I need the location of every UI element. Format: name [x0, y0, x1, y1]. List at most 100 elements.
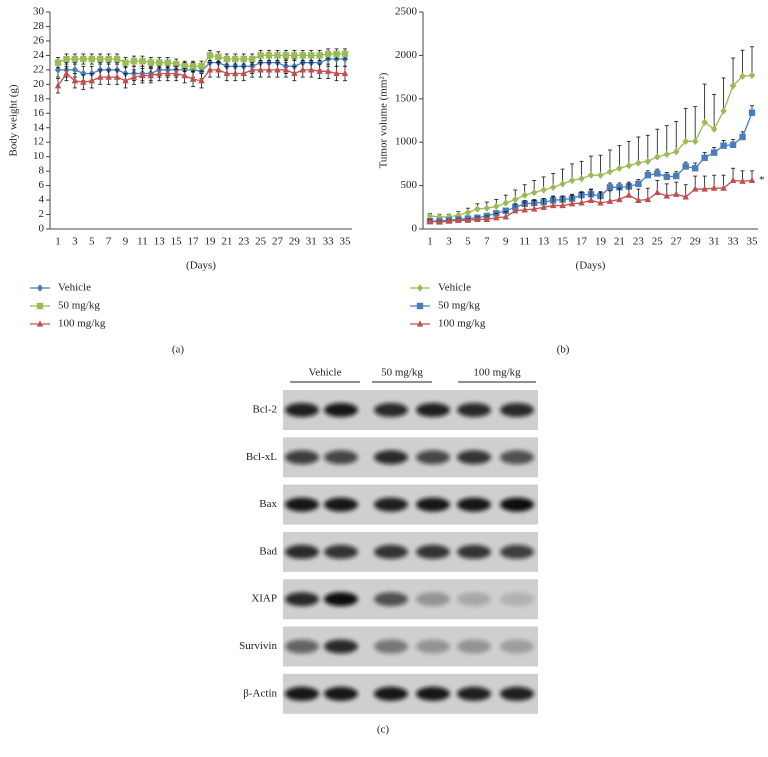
x-axis-label: (Days) [576, 260, 606, 272]
marker [587, 196, 595, 203]
error-bar [750, 46, 754, 76]
row-label: Bcl-xL [246, 451, 277, 463]
band [374, 450, 408, 465]
y-tick-label: 24 [33, 49, 45, 61]
marker [512, 206, 519, 214]
y-tick-label: 8 [39, 165, 45, 177]
marker [644, 195, 652, 203]
marker [673, 148, 680, 156]
band [500, 497, 534, 512]
y-tick-label: 2500 [395, 6, 418, 18]
marker [341, 69, 349, 77]
marker [654, 188, 661, 196]
band [285, 639, 319, 654]
blot-strip [283, 531, 538, 572]
error-bar [693, 106, 698, 142]
x-tick-label: 29 [690, 236, 702, 248]
marker [464, 208, 472, 217]
y-tick-label: 16 [33, 107, 45, 119]
marker [606, 168, 614, 176]
marker [502, 213, 509, 220]
x-tick-label: 31 [306, 236, 317, 248]
x-tick-label: 23 [238, 236, 250, 248]
row-label: Bax [259, 498, 277, 510]
marker [206, 52, 214, 59]
marker [113, 73, 121, 80]
marker [122, 76, 129, 84]
y-tick-label: 1500 [395, 92, 418, 104]
marker [625, 161, 633, 170]
band [500, 592, 534, 607]
marker [97, 55, 104, 63]
marker [215, 53, 222, 61]
x-tick-label: 27 [272, 236, 284, 248]
marker [710, 184, 718, 191]
marker [274, 52, 281, 59]
marker [654, 170, 661, 177]
band [324, 592, 358, 607]
marker [606, 197, 614, 204]
marker [673, 190, 680, 197]
marker [198, 76, 205, 84]
marker [181, 63, 188, 70]
marker [54, 81, 62, 89]
marker [71, 66, 79, 74]
marker [597, 171, 604, 179]
y-tick-label: 18 [33, 92, 45, 104]
band [416, 686, 450, 701]
annotation: * [759, 174, 765, 186]
marker [316, 67, 323, 74]
band [324, 639, 358, 654]
row-label: β-Actin [243, 687, 277, 699]
band [457, 497, 491, 512]
marker [324, 67, 332, 74]
marker [63, 55, 70, 63]
band [374, 639, 408, 654]
marker [483, 204, 491, 212]
marker [181, 71, 188, 79]
x-tick-label: 1 [427, 236, 433, 248]
y-tick-label: 500 [401, 179, 418, 191]
marker [164, 69, 171, 77]
band [374, 403, 408, 417]
marker [549, 183, 557, 192]
band [374, 497, 408, 512]
y-tick-label: 26 [33, 34, 45, 46]
marker [316, 52, 323, 59]
x-tick-label: 21 [614, 236, 625, 248]
y-tick-label: 1000 [395, 136, 418, 148]
marker [63, 69, 70, 77]
marker [739, 133, 746, 141]
marker [223, 69, 231, 77]
marker [36, 284, 44, 292]
marker [36, 320, 44, 327]
x-tick-label: 3 [72, 236, 78, 248]
error-bar [655, 128, 660, 157]
band [416, 497, 450, 512]
marker [333, 69, 340, 77]
marker [189, 63, 197, 70]
marker [502, 199, 509, 207]
marker [568, 176, 576, 185]
y-tick-label: 12 [33, 136, 44, 148]
legend-label: 100 mg/kg [58, 318, 106, 330]
y-tick-label: 0 [39, 223, 45, 235]
x-tick-label: 33 [323, 236, 335, 248]
marker [729, 82, 737, 90]
marker [299, 52, 306, 59]
x-tick-label: 13 [538, 236, 550, 248]
marker [720, 107, 727, 115]
panel-label: (a) [172, 344, 185, 356]
marker [189, 75, 197, 82]
marker [635, 196, 642, 203]
band [500, 450, 534, 465]
marker [549, 201, 557, 209]
marker [164, 59, 171, 66]
band [500, 686, 534, 701]
x-tick-label: 25 [652, 236, 664, 248]
marker [88, 76, 95, 84]
y-tick-label: 20 [33, 78, 45, 90]
y-tick-label: 28 [33, 20, 45, 32]
marker [748, 71, 756, 80]
y-axis-label: Body weight (g) [8, 84, 20, 156]
